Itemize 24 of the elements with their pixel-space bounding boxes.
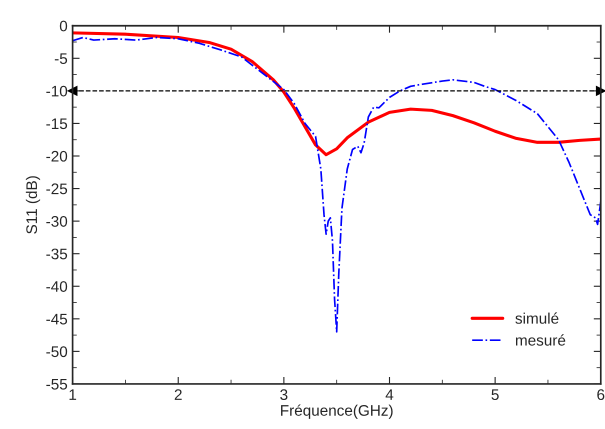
y-tick-label: -30 [46, 216, 68, 227]
y-tick-label: -10 [46, 86, 68, 97]
y-tick-label: -55 [46, 378, 68, 390]
y-tick-label: -20 [46, 150, 68, 162]
line-series [72, 31, 601, 156]
y-axis-title: S11 (dB) [26, 176, 40, 234]
x-tick-label: 4 [386, 389, 394, 400]
legend-label: mesuré [516, 334, 566, 346]
y-tick-label: -40 [46, 281, 68, 292]
x-tick-label: 1 [70, 389, 76, 400]
y-tick-label: -5 [54, 53, 68, 64]
legend-label: simulé [515, 312, 558, 324]
y-tick-label: -45 [46, 314, 68, 325]
y-tick-label: -25 [46, 183, 68, 194]
y-tick-label: -15 [46, 118, 68, 130]
y-tick-label: 0 [60, 20, 68, 32]
x-axis-title: Fréquence(GHz) [281, 404, 393, 419]
y-tick-label: -50 [46, 346, 68, 358]
x-tick-label: 5 [491, 389, 499, 400]
x-tick-label: 6 [597, 389, 604, 400]
line-series [72, 36, 601, 333]
x-tick-label: 3 [280, 389, 288, 400]
x-tick-label: 2 [174, 389, 182, 400]
y-tick-label: -35 [46, 248, 68, 260]
